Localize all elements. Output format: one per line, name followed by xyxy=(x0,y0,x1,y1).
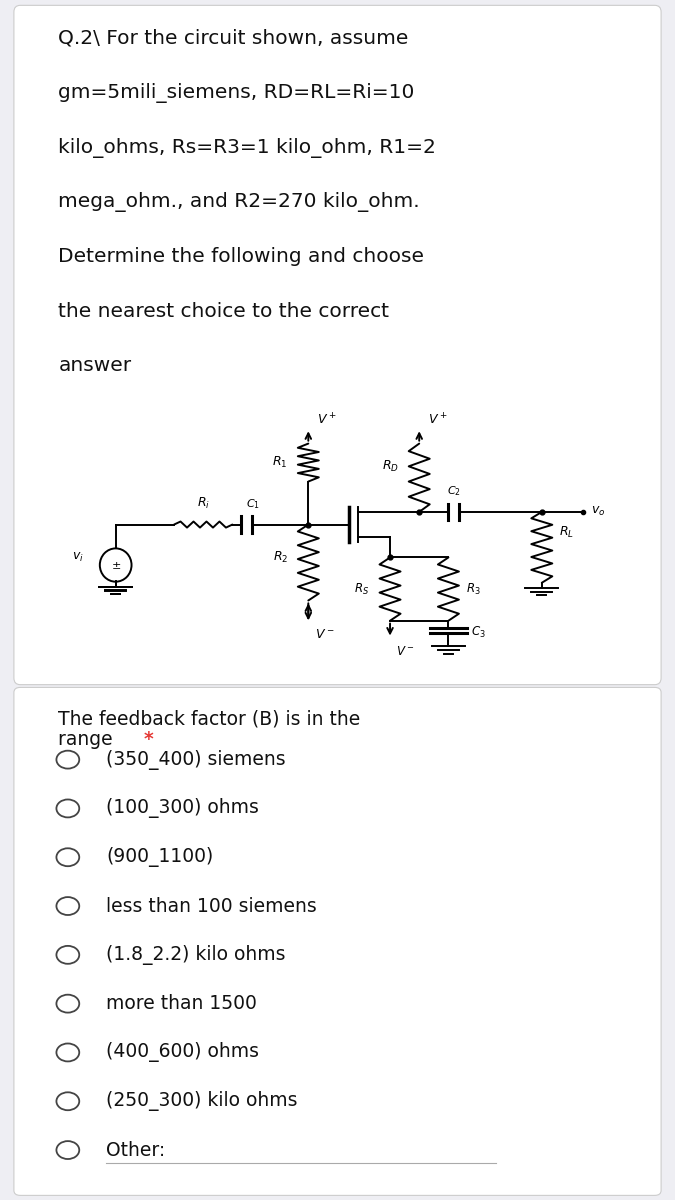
Text: $R_1$: $R_1$ xyxy=(273,455,288,470)
Text: (250_300) kilo ohms: (250_300) kilo ohms xyxy=(106,1091,298,1111)
FancyBboxPatch shape xyxy=(14,688,661,1195)
Text: more than 1500: more than 1500 xyxy=(106,994,256,1013)
Text: Other:: Other: xyxy=(106,1140,165,1159)
Text: Determine the following and choose: Determine the following and choose xyxy=(58,247,425,266)
Text: $C_2$: $C_2$ xyxy=(447,484,460,498)
Text: the nearest choice to the correct: the nearest choice to the correct xyxy=(58,301,389,320)
Text: $v_i$: $v_i$ xyxy=(72,551,84,564)
Text: $\pm$: $\pm$ xyxy=(111,559,121,570)
Text: $R_D$: $R_D$ xyxy=(382,458,399,474)
Text: mega_ohm., and R2=270 kilo_ohm.: mega_ohm., and R2=270 kilo_ohm. xyxy=(58,192,420,212)
Text: The feedback factor (B) is in the: The feedback factor (B) is in the xyxy=(58,710,360,728)
Text: $V^+$: $V^+$ xyxy=(428,412,448,427)
FancyBboxPatch shape xyxy=(14,5,661,685)
Text: $C_3$: $C_3$ xyxy=(470,624,485,640)
Text: less than 100 siemens: less than 100 siemens xyxy=(106,896,317,916)
Text: *: * xyxy=(144,730,154,749)
Text: gm=5mili_siemens, RD=RL=Ri=10: gm=5mili_siemens, RD=RL=Ri=10 xyxy=(58,83,414,103)
Text: answer: answer xyxy=(58,356,132,376)
Text: $V^-$: $V^-$ xyxy=(315,629,335,641)
Text: (400_600) ohms: (400_600) ohms xyxy=(106,1043,259,1062)
Text: $R_3$: $R_3$ xyxy=(466,582,481,596)
Text: $V^+$: $V^+$ xyxy=(317,412,337,427)
Text: $v_o$: $v_o$ xyxy=(591,505,605,518)
Text: $R_i$: $R_i$ xyxy=(196,496,210,511)
Text: (1.8_2.2) kilo ohms: (1.8_2.2) kilo ohms xyxy=(106,944,286,965)
Text: kilo_ohms, Rs=R3=1 kilo_ohm, R1=2: kilo_ohms, Rs=R3=1 kilo_ohm, R1=2 xyxy=(58,138,436,158)
Text: $R_2$: $R_2$ xyxy=(273,550,288,565)
Text: (350_400) siemens: (350_400) siemens xyxy=(106,750,286,769)
Text: (100_300) ohms: (100_300) ohms xyxy=(106,798,259,818)
Text: (900_1100): (900_1100) xyxy=(106,847,213,868)
Text: $R_L$: $R_L$ xyxy=(560,524,574,540)
Text: $V^-$: $V^-$ xyxy=(396,644,414,658)
Text: range: range xyxy=(58,730,119,749)
Text: Q.2\ For the circuit shown, assume: Q.2\ For the circuit shown, assume xyxy=(58,29,408,48)
Text: $C_1$: $C_1$ xyxy=(246,497,261,511)
Text: $R_S$: $R_S$ xyxy=(354,582,370,596)
